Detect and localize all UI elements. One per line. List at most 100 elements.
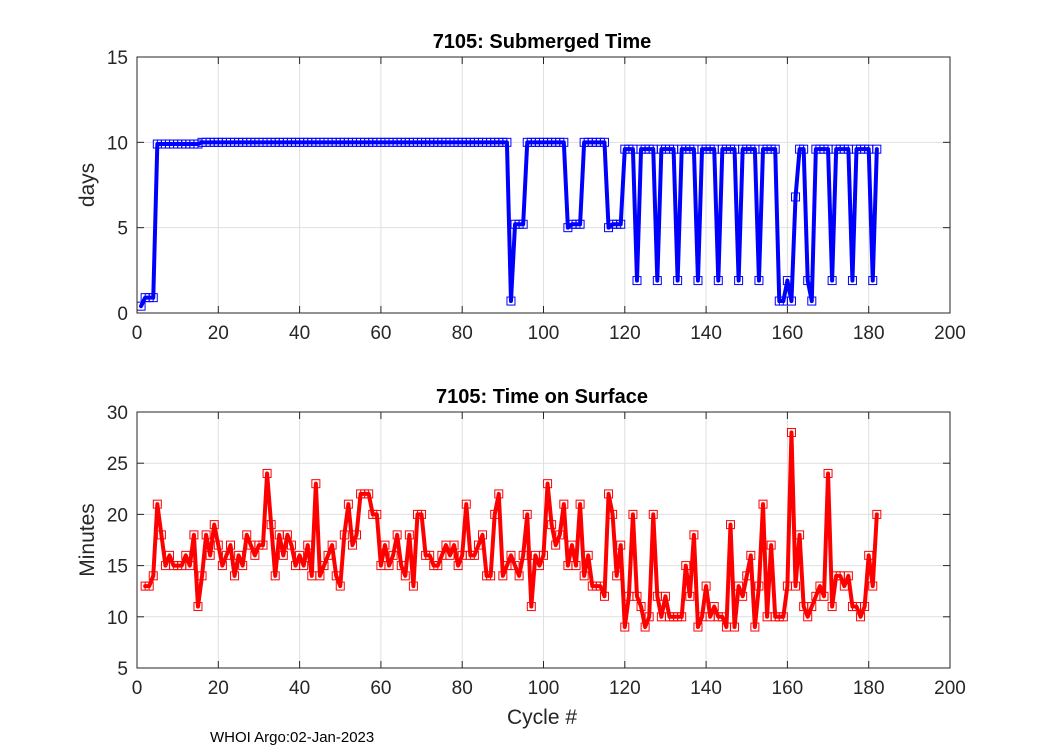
data-point-marker <box>234 550 244 560</box>
data-point-marker <box>384 561 394 571</box>
data-point-marker <box>518 550 528 560</box>
x-tick-label: 40 <box>289 323 310 344</box>
data-point-marker <box>396 561 406 571</box>
y-axis-label: days <box>76 163 99 207</box>
data-point-marker <box>335 581 345 591</box>
data-point-marker <box>181 550 191 560</box>
x-axis-label: Cycle # <box>507 706 577 729</box>
data-point-marker <box>693 622 703 632</box>
data-point-marker <box>701 581 711 591</box>
data-point-marker <box>864 550 874 560</box>
data-point-marker <box>205 550 215 560</box>
data-point-marker <box>595 581 605 591</box>
data-point-marker <box>567 540 577 550</box>
data-point-marker <box>197 571 207 581</box>
x-tick-label: 140 <box>690 678 722 699</box>
data-point-marker <box>469 550 479 560</box>
data-point-marker <box>872 144 882 154</box>
y-tick-label: 10 <box>107 608 128 629</box>
data-point-marker <box>372 509 382 519</box>
data-point-marker <box>539 550 548 560</box>
data-point-marker <box>547 520 557 530</box>
data-point-marker <box>230 571 240 581</box>
data-point-marker <box>636 602 646 612</box>
data-point-marker <box>599 137 609 147</box>
data-point-marker <box>856 612 866 622</box>
data-point-marker <box>217 561 227 571</box>
data-point-marker <box>506 296 516 306</box>
data-point-marker <box>644 612 654 622</box>
y-tick-label: 30 <box>107 403 128 424</box>
data-point-marker <box>494 489 504 499</box>
data-point-marker <box>551 540 561 550</box>
data-point-marker <box>750 622 760 632</box>
data-point-marker <box>282 530 292 540</box>
data-point-marker <box>226 540 235 550</box>
data-point-marker <box>510 561 520 571</box>
data-point-marker <box>189 530 199 540</box>
data-point-marker <box>583 550 593 560</box>
data-point-marker <box>791 581 801 591</box>
data-point-marker <box>803 612 813 622</box>
x-tick-label: 200 <box>934 323 966 344</box>
data-point-marker <box>685 591 695 601</box>
data-point-marker <box>392 530 402 540</box>
x-tick-label: 140 <box>690 323 722 344</box>
y-tick-label: 25 <box>107 454 128 475</box>
y-tick-label: 10 <box>107 133 128 154</box>
data-point-marker <box>221 550 231 560</box>
data-point-marker <box>339 530 349 540</box>
data-point-marker <box>575 499 585 509</box>
data-point-marker <box>408 581 418 591</box>
y-tick-label: 20 <box>107 505 128 526</box>
data-point-marker <box>786 296 796 306</box>
data-point-marker <box>144 581 154 591</box>
data-point-marker <box>847 276 857 286</box>
data-point-marker <box>514 571 524 581</box>
x-tick-label: 100 <box>528 323 560 344</box>
data-point-marker <box>425 550 435 560</box>
x-tick-label: 120 <box>609 323 641 344</box>
data-point-marker <box>522 509 532 519</box>
data-point-marker <box>742 571 752 581</box>
data-point-marker <box>827 276 837 286</box>
data-point-marker <box>559 137 569 147</box>
data-point-marker <box>819 591 829 601</box>
x-tick-label: 0 <box>132 678 143 699</box>
data-point-marker <box>347 540 357 550</box>
data-point-marker <box>534 561 544 571</box>
data-point-marker <box>380 540 390 550</box>
x-tick-label: 100 <box>528 678 560 699</box>
data-point-marker <box>555 530 565 540</box>
data-point-marker <box>730 622 740 632</box>
y-tick-label: 15 <box>107 557 128 578</box>
data-point-marker <box>620 622 630 632</box>
x-tick-label: 160 <box>772 323 804 344</box>
data-point-marker <box>766 540 776 550</box>
data-point-marker <box>266 520 276 530</box>
x-tick-label: 80 <box>452 678 473 699</box>
data-point-marker <box>286 540 296 550</box>
data-point-marker <box>648 509 658 519</box>
data-point-marker <box>502 137 512 147</box>
data-point-marker <box>807 296 817 306</box>
x-tick-label: 160 <box>772 678 804 699</box>
data-point-marker <box>498 571 508 581</box>
data-point-marker <box>734 276 744 286</box>
surface-time-chart: 7105: Time on Surface Minutes Cycle # 0 2… <box>76 386 966 729</box>
data-point-marker <box>262 468 272 478</box>
data-point-marker <box>327 540 337 550</box>
data-point-marker <box>717 612 727 622</box>
data-point-marker <box>758 499 768 509</box>
data-point-marker <box>713 276 723 286</box>
data-point-marker <box>299 561 309 571</box>
data-point-marker <box>725 520 735 530</box>
data-point-marker <box>608 509 618 519</box>
data-point-marker <box>404 530 414 540</box>
data-point-marker <box>543 479 553 489</box>
data-point-marker <box>709 602 719 612</box>
data-point-marker <box>734 581 744 591</box>
data-point-marker <box>782 276 792 286</box>
data-point-marker <box>486 571 496 581</box>
